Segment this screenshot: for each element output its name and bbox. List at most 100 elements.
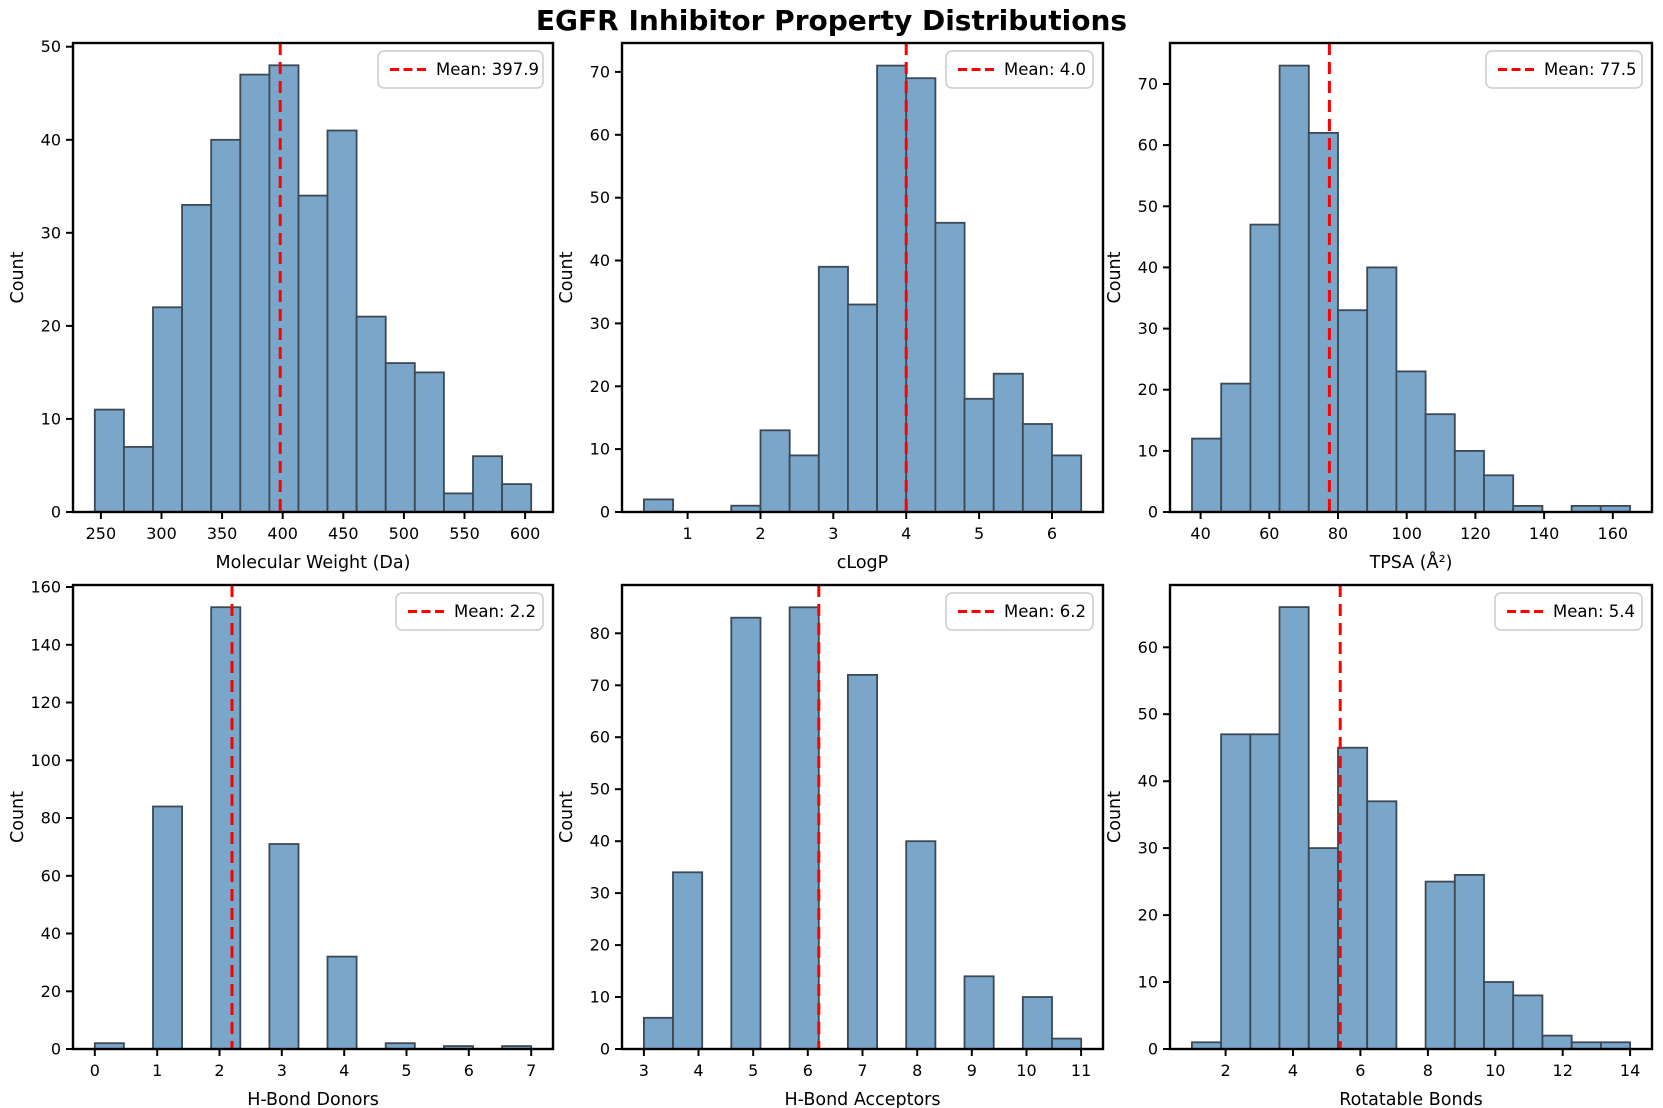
histogram-bar xyxy=(93,408,125,513)
subplot-h-bond-acceptors: 3 4 5 6 7 8 9 10 11 0 10 20 30 40 50 60 70 80 H-Bond Accep… xyxy=(557,583,1105,1108)
histogram-plot: 0 1 2 3 4 5 6 7 0 20 40 60 80 100 120 140 160 H-Bond Dono… xyxy=(8,578,555,1108)
histogram-bar xyxy=(1278,606,1310,1050)
histogram-bar xyxy=(1021,996,1053,1050)
histogram-bar xyxy=(501,483,533,513)
x-tick-label: 450 xyxy=(328,524,359,543)
y-tick-label: 160 xyxy=(30,578,61,597)
y-tick-label: 10 xyxy=(590,988,610,1007)
x-tick-label: 120 xyxy=(1460,524,1491,543)
histogram-bar xyxy=(817,265,849,513)
y-tick-label: 70 xyxy=(590,62,610,81)
y-tick-label: 40 xyxy=(1138,258,1158,277)
y-axis-label: Count xyxy=(1105,791,1125,843)
histogram-plot: 40 60 80 100 120 140 160 0 10 20 30 40 50 60 70 TPSA (Å… xyxy=(1105,41,1654,573)
y-tick-label: 50 xyxy=(1138,705,1158,724)
histogram-bar xyxy=(210,138,242,513)
y-tick-label: 30 xyxy=(1138,319,1158,338)
x-tick-label: 2 xyxy=(755,524,765,543)
histogram-bar xyxy=(1249,733,1281,1050)
y-tick-label: 10 xyxy=(41,409,61,428)
histogram-bar xyxy=(1307,132,1339,513)
histogram-bar xyxy=(181,203,213,513)
x-tick-label: 5 xyxy=(748,1061,758,1080)
y-tick-label: 60 xyxy=(41,866,61,885)
histogram-bar xyxy=(846,674,878,1050)
y-tick-label: 50 xyxy=(590,188,610,207)
legend: Mean: 77.5 xyxy=(1485,50,1643,89)
y-tick-label: 140 xyxy=(30,635,61,654)
histogram-bar xyxy=(1337,309,1369,513)
y-tick-label: 60 xyxy=(1138,638,1158,657)
x-tick-label: 1 xyxy=(152,1061,162,1080)
y-tick-label: 80 xyxy=(41,809,61,828)
x-tick-label: 4 xyxy=(339,1061,349,1080)
histogram-bar xyxy=(152,805,184,1050)
figure-title: EGFR Inhibitor Property Distributions xyxy=(535,4,1128,37)
subplot-clogp: 1 2 3 4 5 6 0 10 20 30 40 50 60 70 cLogP Count Mean: 4.0 xyxy=(557,41,1105,573)
y-tick-label: 40 xyxy=(1138,772,1158,791)
axes-frame xyxy=(1168,41,1654,514)
x-tick-label: 12 xyxy=(1553,1061,1573,1080)
histogram-bar xyxy=(1424,413,1456,513)
x-tick-label: 400 xyxy=(267,524,298,543)
histogram-bar xyxy=(210,606,242,1050)
histogram-bar xyxy=(1249,223,1281,513)
y-tick-label: 0 xyxy=(1148,503,1158,522)
histogram-bar xyxy=(442,492,474,513)
legend-label: Mean: 6.2 xyxy=(1004,602,1086,621)
histogram-plot: 250 300 350 400 450 500 550 600 0 10 20 30 40 50 Molec… xyxy=(8,37,555,573)
x-tick-label: 2 xyxy=(1221,1061,1231,1080)
x-tick-label: 0 xyxy=(90,1061,100,1080)
x-tick-label: 6 xyxy=(464,1061,474,1080)
histogram-bar xyxy=(413,371,445,513)
histogram-bar xyxy=(788,606,820,1050)
legend-box xyxy=(1494,592,1643,631)
histogram-bar xyxy=(1337,746,1369,1050)
histogram-bar xyxy=(384,362,416,513)
y-tick-label: 80 xyxy=(590,624,610,643)
x-tick-label: 10 xyxy=(1485,1061,1505,1080)
y-tick-label: 20 xyxy=(1138,906,1158,925)
histogram-bar xyxy=(297,194,329,513)
y-tick-label: 120 xyxy=(30,693,61,712)
y-tick-label: 70 xyxy=(590,676,610,695)
x-tick-label: 5 xyxy=(974,524,984,543)
legend-box xyxy=(377,50,544,89)
histogram-bar xyxy=(963,397,995,513)
y-tick-label: 70 xyxy=(1138,75,1158,94)
x-tick-label: 4 xyxy=(901,524,911,543)
x-tick-label: 11 xyxy=(1071,1061,1091,1080)
x-tick-label: 4 xyxy=(1288,1061,1298,1080)
y-tick-label: 10 xyxy=(1138,441,1158,460)
y-tick-label: 20 xyxy=(41,982,61,1001)
x-axis-label: H-Bond Acceptors xyxy=(785,1090,941,1108)
y-tick-label: 30 xyxy=(590,314,610,333)
histogram-bar xyxy=(268,64,300,513)
legend-label: Mean: 5.4 xyxy=(1553,602,1635,621)
y-tick-label: 20 xyxy=(1138,380,1158,399)
histogram-bar xyxy=(1366,266,1398,513)
x-tick-label: 350 xyxy=(207,524,238,543)
histogram-bar xyxy=(1191,437,1223,513)
legend: Mean: 2.2 xyxy=(395,592,544,631)
x-axis-label: H-Bond Donors xyxy=(247,1090,379,1108)
x-tick-label: 1 xyxy=(683,524,693,543)
x-tick-label: 6 xyxy=(1355,1061,1365,1080)
y-axis-label: Count xyxy=(557,251,577,303)
histogram-bar xyxy=(992,372,1024,513)
y-tick-label: 20 xyxy=(590,936,610,955)
legend: Mean: 397.9 xyxy=(377,50,544,89)
x-tick-label: 300 xyxy=(146,524,177,543)
axes-frame xyxy=(1168,583,1654,1051)
histogram-bar xyxy=(268,843,300,1050)
y-tick-label: 30 xyxy=(41,223,61,242)
subplot-tpsa: 40 60 80 100 120 140 160 0 10 20 30 40 50 60 70 TPSA (Å… xyxy=(1105,41,1654,573)
y-tick-label: 40 xyxy=(41,924,61,943)
x-tick-label: 4 xyxy=(693,1061,703,1080)
y-axis-label: Count xyxy=(557,791,577,843)
histogram-bar xyxy=(1366,800,1398,1050)
histogram-bar xyxy=(1424,880,1456,1050)
histogram-bar xyxy=(963,975,995,1050)
